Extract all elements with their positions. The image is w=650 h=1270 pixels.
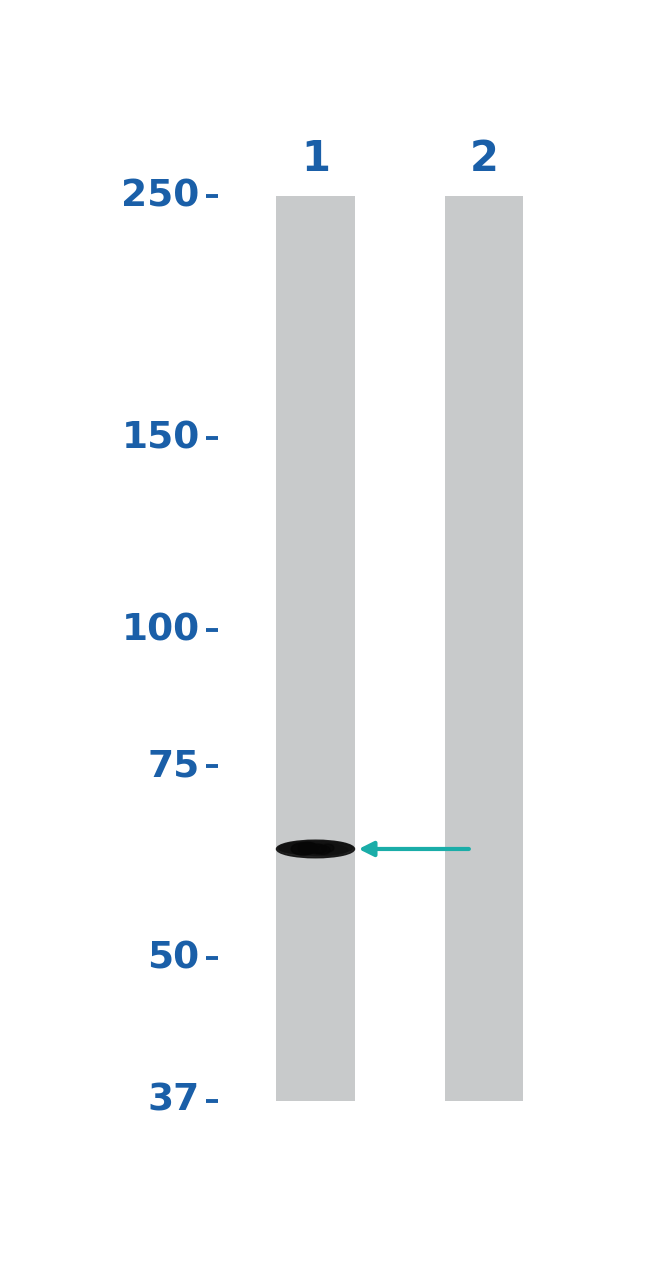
Ellipse shape: [289, 845, 317, 853]
Ellipse shape: [316, 846, 330, 855]
Bar: [276, 197, 354, 1101]
Text: 250: 250: [122, 178, 200, 215]
Text: 100: 100: [122, 612, 200, 648]
Ellipse shape: [291, 843, 315, 855]
Text: 75: 75: [148, 748, 200, 785]
Text: 50: 50: [148, 940, 200, 977]
Ellipse shape: [308, 843, 343, 852]
Ellipse shape: [278, 842, 352, 855]
Bar: [445, 197, 523, 1101]
Ellipse shape: [298, 842, 318, 853]
Text: 37: 37: [148, 1083, 200, 1119]
Ellipse shape: [280, 843, 342, 855]
Text: 2: 2: [470, 137, 499, 180]
Ellipse shape: [310, 845, 326, 853]
Ellipse shape: [293, 845, 348, 856]
Ellipse shape: [322, 845, 334, 852]
Text: 150: 150: [122, 420, 200, 456]
Text: 1: 1: [301, 137, 330, 180]
Ellipse shape: [284, 842, 327, 852]
Ellipse shape: [276, 841, 354, 857]
